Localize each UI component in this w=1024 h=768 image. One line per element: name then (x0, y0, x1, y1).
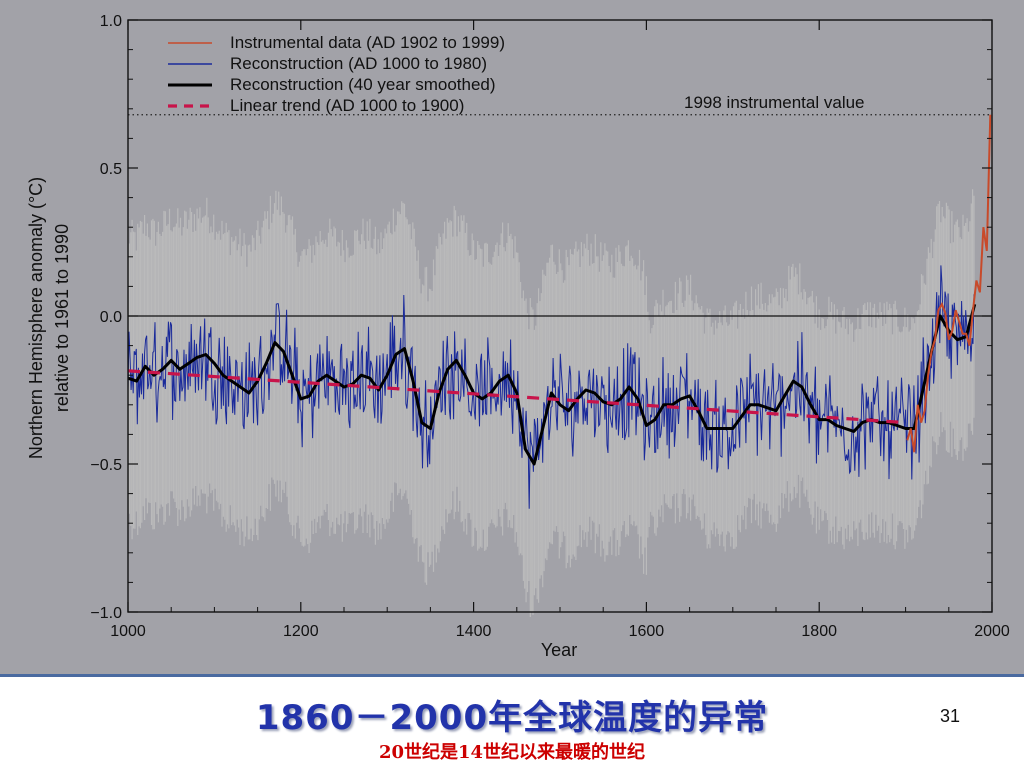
page-number: 31 (939, 706, 961, 726)
linear_trend-series-line (127, 369, 906, 425)
legend-entry: Instrumental data (AD 1902 to 1999) (230, 33, 505, 52)
series-layer (127, 114, 992, 466)
slide-divider (0, 674, 1024, 677)
y-tick-label: 0.5 (100, 161, 122, 178)
legend: Instrumental data (AD 1902 to 1999) Recon… (168, 33, 505, 115)
smoothed-series-line (127, 303, 977, 466)
temperature-anomaly-chart: 1000 1200 1400 1600 1800 2000 1.0 0.5 0.0 −0.5 −1.… (26, 13, 1010, 660)
x-tick-label: 1600 (629, 623, 665, 640)
reconstruction-annual-series (127, 265, 975, 509)
instrumental-series-line (906, 114, 992, 453)
reference-line-label: 1998 instrumental value (684, 93, 865, 112)
legend-entry: Reconstruction (AD 1000 to 1980) (230, 54, 487, 73)
slide-subtitle: 20世纪是14世纪以来最暖的世纪 (378, 742, 646, 763)
uncertainty-band-spikes (127, 189, 975, 617)
reconstruction-annual-line (127, 265, 975, 509)
x-tick-label: 1400 (456, 623, 492, 640)
x-tick-label: 2000 (974, 623, 1010, 640)
plot-frame (127, 19, 993, 613)
y-tick-label: −1.0 (90, 605, 122, 622)
x-tick-label: 1000 (110, 623, 146, 640)
chart-panel: 1000 1200 1400 1600 1800 2000 1.0 0.5 0.0 −0.5 −1.… (0, 0, 1024, 674)
x-tick-label: 1800 (801, 623, 837, 640)
y-axis-title-line-1: Northern Hemisphere anomaly (°C) (26, 177, 46, 459)
legend-entry: Reconstruction (40 year smoothed) (230, 75, 496, 94)
uncertainty-band (127, 189, 975, 617)
y-tick-label: 1.0 (100, 13, 122, 30)
legend-entry: Linear trend (AD 1000 to 1900) (230, 96, 464, 115)
reference-lines (128, 114, 992, 317)
tick-labels: 1000 1200 1400 1600 1800 2000 1.0 0.5 0.0 −0.5 −1.… (90, 13, 1009, 640)
x-tick-label: 1200 (283, 623, 319, 640)
y-tick-label: 0.0 (100, 309, 122, 326)
y-axis-title-line-2: relative to 1961 to 1990 (52, 224, 72, 412)
x-axis-title: Year (541, 640, 577, 660)
y-tick-label: −0.5 (90, 457, 122, 474)
slide-title: 1860－2000年全球温度的异常 (255, 698, 769, 738)
